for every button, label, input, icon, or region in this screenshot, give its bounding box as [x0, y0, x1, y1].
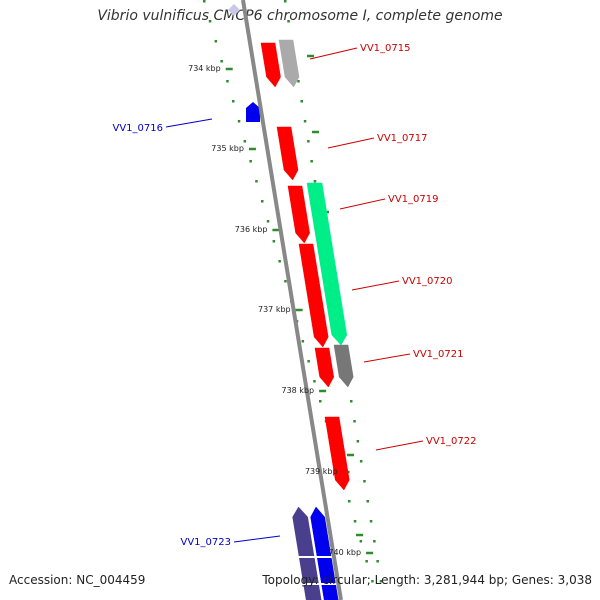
outer-tick-mark — [373, 540, 376, 543]
inner-tick-mark — [278, 260, 281, 263]
inner-tick-mark — [226, 80, 229, 83]
inner-tick-mark — [272, 240, 276, 243]
outer-tick-mark — [356, 440, 360, 443]
inner-tick-mark — [359, 540, 363, 543]
leader-line-vv1-0717 — [327, 137, 375, 149]
inner-tick-mark — [307, 360, 310, 363]
outer-tick-mark — [303, 120, 307, 123]
gene-arrow-vv1-0715[interactable] — [260, 42, 281, 88]
gene-arrow-vv1-0719[interactable] — [287, 185, 310, 244]
inner-tick-mark — [249, 160, 252, 163]
gene-label-vv1-0720[interactable]: VV1_0720 — [402, 276, 453, 287]
inner-tick-mark — [255, 180, 258, 183]
leader-line-vv1-0719 — [339, 198, 386, 210]
gene-arrow-vv1-0723[interactable] — [292, 506, 322, 600]
outer-tick-mark — [366, 500, 369, 503]
outer-tick-mark — [287, 20, 290, 23]
accession-text: Accession: NC_004459 — [9, 573, 146, 587]
outer-tick-mark — [369, 520, 373, 523]
inner-tick-mark — [208, 20, 212, 23]
feature-grey-block[interactable] — [278, 39, 300, 88]
gene-label-vv1-0719[interactable]: VV1_0719 — [388, 194, 439, 205]
feature-marker — [228, 4, 240, 16]
inner-tick-mark — [348, 500, 351, 503]
inner-tick-mark — [214, 40, 218, 43]
outer-tick-mark — [359, 460, 363, 463]
outer-tick-mark — [313, 180, 317, 183]
outer-tick-mark — [376, 560, 379, 563]
inner-tick-mark — [313, 380, 316, 383]
inner-tick-mark — [353, 520, 357, 523]
leader-line-vv1-0721 — [363, 353, 411, 363]
outer-tick-mark — [379, 580, 383, 583]
inner-tick-mark — [301, 340, 305, 343]
scale-label: 740 kbp — [328, 548, 361, 557]
leader-line-vv1-0723 — [233, 535, 281, 543]
leader-line-vv1-0715 — [309, 47, 358, 60]
outer-tick-mark — [297, 80, 300, 83]
inner-tick-mark — [232, 100, 235, 103]
scale-label: 734 kbp — [188, 64, 221, 73]
map-title: Vibrio vulnificus CMCP6 chromosome I, co… — [97, 8, 503, 24]
inner-tick-mark — [203, 0, 206, 3]
gene-arrow-vv1-0717[interactable] — [276, 126, 299, 181]
scale-label: 735 kbp — [211, 144, 244, 153]
inner-tick-mark — [284, 280, 287, 283]
genome-summary-text: Topology: circular; Length: 3,281,944 bp… — [262, 573, 592, 587]
leader-line-vv1-0720 — [351, 280, 400, 291]
outer-tick-mark — [307, 140, 310, 143]
leader-line-vv1-0722 — [375, 440, 424, 451]
outer-tick-mark — [363, 480, 366, 483]
gene-label-vv1-0721[interactable]: VV1_0721 — [413, 349, 464, 360]
scale-label: 739 kbp — [305, 467, 338, 476]
inner-tick-mark — [237, 120, 241, 123]
outer-tick-mark — [284, 0, 287, 3]
inner-tick-mark — [266, 220, 270, 223]
gene-arrow-vv1-0716[interactable] — [246, 102, 260, 122]
backbone-line — [241, 0, 343, 600]
outer-tick-mark — [310, 160, 313, 163]
gene-arrow-reverse[interactable] — [310, 506, 339, 600]
gene-label-vv1-0723[interactable]: VV1_0723 — [181, 537, 232, 548]
gene-label-vv1-0717[interactable]: VV1_0717 — [377, 133, 428, 144]
leader-line-vv1-0716 — [165, 118, 213, 128]
gene-label-vv1-0722[interactable]: VV1_0722 — [426, 436, 477, 447]
gene-arrow-vv1-0721[interactable] — [314, 347, 334, 388]
gene-arrow-vv1-0720[interactable] — [298, 243, 329, 348]
outer-tick-mark — [353, 420, 356, 423]
inner-tick-mark — [220, 60, 223, 63]
feature-grey-block[interactable] — [333, 344, 354, 388]
outer-tick-mark — [300, 100, 303, 103]
gene-label-vv1-0715[interactable]: VV1_0715 — [360, 43, 411, 54]
inner-tick-mark — [261, 200, 264, 203]
scale-label: 736 kbp — [235, 225, 268, 234]
inner-tick-mark — [371, 580, 374, 583]
inner-tick-mark — [243, 140, 247, 143]
outer-tick-mark — [350, 400, 353, 403]
feature-green-block[interactable] — [306, 182, 348, 346]
scale-label: 737 kbp — [258, 305, 291, 314]
inner-tick-mark — [365, 560, 368, 563]
gene-label-vv1-0716[interactable]: VV1_0716 — [113, 123, 164, 134]
scale-label: 738 kbp — [281, 386, 314, 395]
gene-arrow-vv1-0722[interactable] — [324, 416, 350, 491]
inner-tick-mark — [319, 400, 322, 403]
